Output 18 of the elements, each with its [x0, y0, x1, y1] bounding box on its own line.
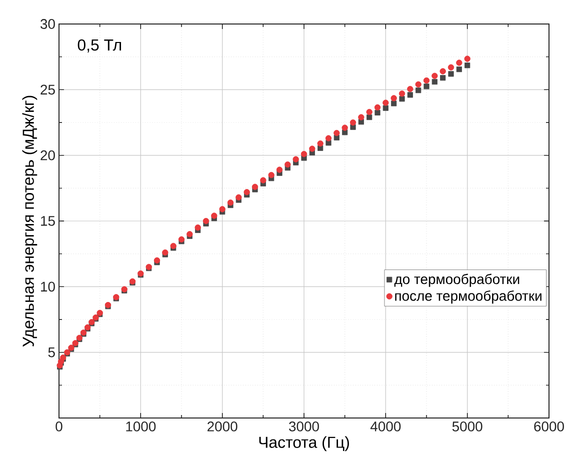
x-tick-label: 3000: [289, 422, 319, 432]
x-tick-label: 1000: [126, 422, 156, 432]
x-tick-label: 4000: [370, 422, 401, 432]
x-tick-label: 6000: [534, 422, 564, 432]
x-tick-label: 2000: [208, 422, 238, 432]
y-axis-title: Удельная энергия потерь (мДж/кг): [22, 96, 38, 347]
x-tick-label: 5000: [452, 422, 482, 432]
x-axis-title: Частота (Гц): [259, 436, 349, 452]
annotation: 0,5 Тл: [78, 39, 122, 52]
y-tick-label: 20: [40, 150, 55, 160]
y-tick-label: 10: [41, 282, 55, 292]
y-tick-label: 30: [40, 19, 55, 29]
y-tick-label: 25: [40, 84, 55, 95]
x-tick-label: 0: [56, 422, 62, 432]
legend-label: после термообработки: [395, 290, 542, 304]
legend-label: до термообработки: [394, 274, 520, 287]
y-tick-label: 5: [48, 347, 55, 358]
y-tick-label: 15: [41, 216, 55, 226]
